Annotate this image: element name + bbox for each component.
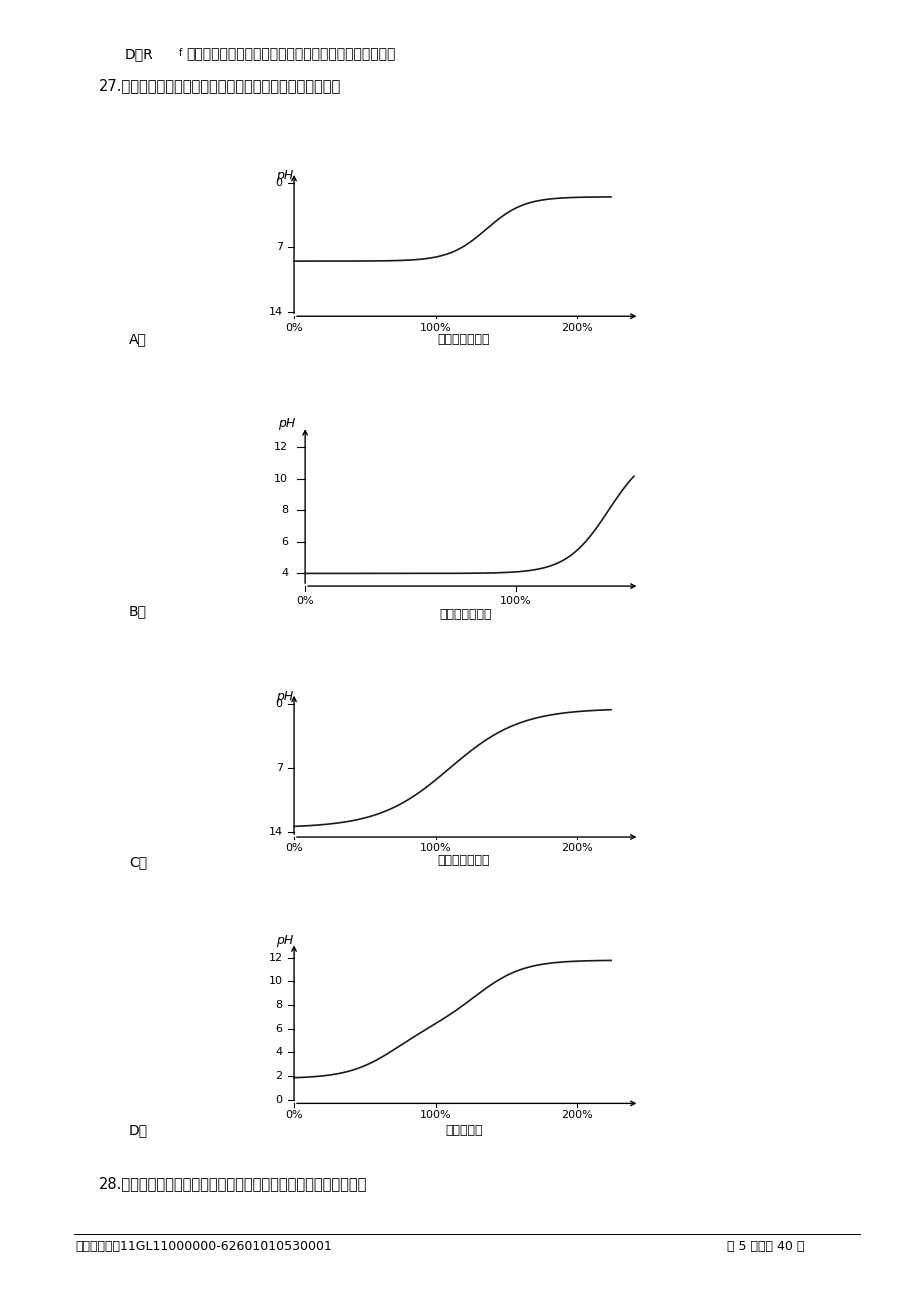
Text: A、: A、	[129, 332, 146, 346]
Text: 14: 14	[268, 307, 282, 316]
Text: 中和百分数: 中和百分数	[445, 1124, 482, 1137]
Text: 是原点到斑点中心的距离与原点到溶剂前沿的距离的比值: 是原点到斑点中心的距离与原点到溶剂前沿的距离的比值	[187, 47, 396, 61]
Text: 100%: 100%	[419, 844, 451, 854]
Text: pH: pH	[276, 169, 292, 182]
Text: 7: 7	[276, 242, 282, 253]
Text: 标准溶酸加入量: 标准溶酸加入量	[437, 333, 490, 346]
Text: f: f	[178, 48, 182, 59]
Text: 4: 4	[276, 1048, 282, 1057]
Text: 12: 12	[274, 441, 288, 452]
Text: 0%: 0%	[296, 595, 313, 605]
Text: 200%: 200%	[561, 1111, 593, 1121]
Text: pH: pH	[278, 417, 295, 430]
Text: 200%: 200%	[561, 323, 593, 333]
Text: 100%: 100%	[500, 595, 531, 605]
Text: 0%: 0%	[285, 844, 302, 854]
Text: 7: 7	[276, 763, 282, 773]
Text: 0: 0	[276, 1095, 282, 1105]
Text: 试卷编号：　11GL11000000-62601010530001: 试卷编号： 11GL11000000-62601010530001	[75, 1240, 332, 1253]
Text: D、: D、	[129, 1124, 148, 1138]
Text: pH: pH	[276, 934, 292, 947]
Text: 8: 8	[276, 1000, 282, 1010]
Text: 28.（　　）是适合于如图所示的酸碗滴定中第一等量点的指示剂。: 28.（ ）是适合于如图所示的酸碗滴定中第一等量点的指示剂。	[99, 1176, 368, 1191]
Text: pH: pH	[276, 690, 292, 703]
Text: 标准溶酸加入量: 标准溶酸加入量	[437, 854, 490, 867]
Text: 100%: 100%	[419, 323, 451, 333]
Text: 8: 8	[281, 505, 288, 516]
Text: 6: 6	[276, 1023, 282, 1034]
Text: 第 5 页　共 40 页: 第 5 页 共 40 页	[726, 1240, 803, 1253]
Text: 10: 10	[274, 474, 288, 483]
Text: 0%: 0%	[285, 1111, 302, 1121]
Text: C、: C、	[129, 855, 147, 870]
Text: 0%: 0%	[285, 323, 302, 333]
Text: 标准溶酸加入量: 标准溶酸加入量	[438, 608, 491, 621]
Text: 12: 12	[268, 953, 282, 962]
Text: D、R: D、R	[124, 47, 153, 61]
Text: 14: 14	[268, 828, 282, 837]
Text: 0: 0	[276, 178, 282, 187]
Text: 4: 4	[281, 569, 288, 578]
Text: 0: 0	[276, 699, 282, 708]
Text: 27.　在下面四个滴定曲线中，强酸滴定强碗的是（　　）。: 27. 在下面四个滴定曲线中，强酸滴定强碗的是（ ）。	[99, 78, 341, 94]
Text: 200%: 200%	[561, 844, 593, 854]
Text: 2: 2	[276, 1072, 282, 1081]
Text: 10: 10	[268, 976, 282, 987]
Text: 100%: 100%	[419, 1111, 451, 1121]
Text: B、: B、	[129, 604, 147, 618]
Text: 6: 6	[281, 536, 288, 547]
